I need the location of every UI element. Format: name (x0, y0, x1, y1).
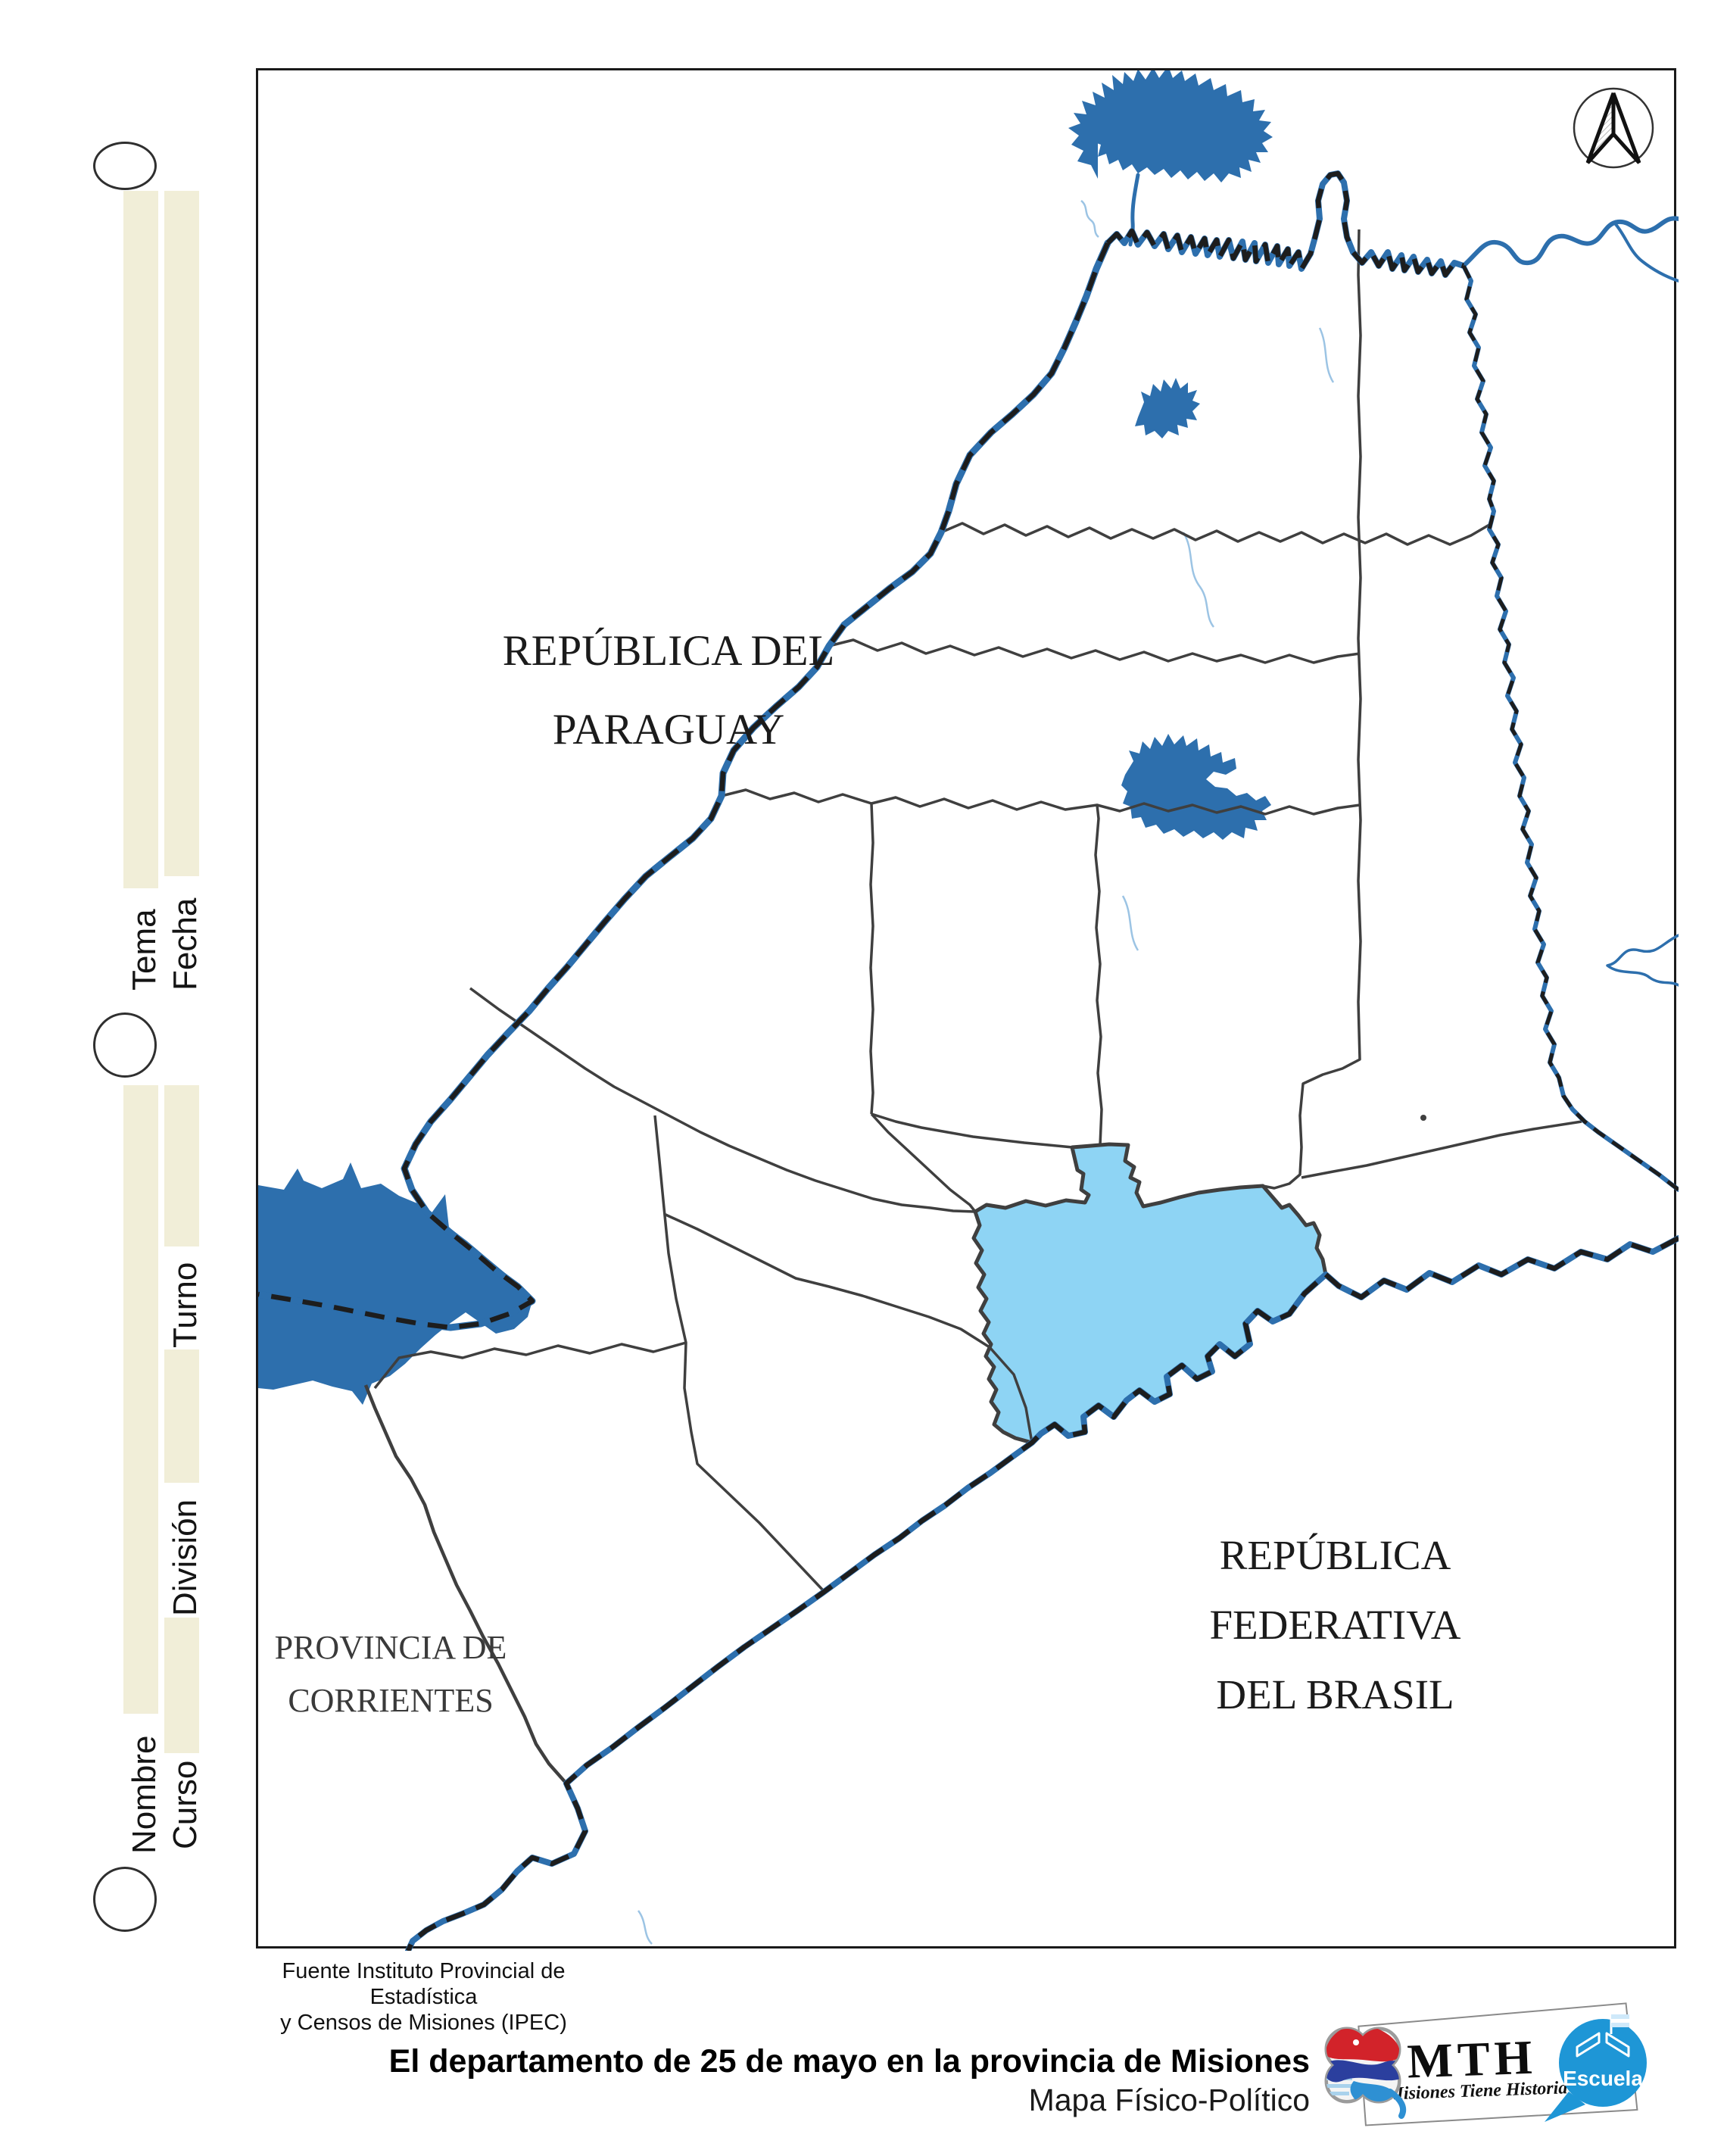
compass-north-icon (1573, 87, 1654, 169)
argentina-flag-icon (1611, 2014, 1629, 2027)
punch-hole-bottom (93, 1867, 157, 1932)
label-paraguay: REPÚBLICA DEL PARAGUAY (426, 612, 911, 769)
map-title: El departamento de 25 de mayo en la prov… (388, 2043, 1310, 2080)
label-brasil: REPÚBLICA FEDERATIVA DEL BRASIL (1129, 1521, 1542, 1730)
label-turno: Turno (167, 1262, 204, 1348)
source-note: Fuente Instituto Provincial de Estadísti… (255, 1958, 592, 2036)
department-boundaries (373, 229, 1582, 1593)
map-frame: REPÚBLICA DEL PARAGUAY REPÚBLICA FEDERAT… (256, 68, 1679, 1951)
write-line-nombre (123, 1085, 158, 1714)
source-note-line2: y Censos de Misiones (IPEC) (280, 2011, 567, 2035)
escuela-text: Escuela (1563, 2067, 1643, 2090)
punch-hole-middle (93, 1012, 157, 1078)
write-line-fecha (164, 191, 199, 876)
minor-streams (637, 200, 1335, 1945)
international-borders (258, 170, 1679, 1951)
pepiri-guazu-river (1461, 264, 1679, 1192)
argentina-brazil-north-border (1105, 170, 1465, 278)
label-curso: Curso (167, 1760, 204, 1849)
mth-logo-text: MTH (1406, 2030, 1537, 2089)
label-division: División (167, 1499, 204, 1616)
label-brasil-line3: DEL BRASIL (1216, 1671, 1454, 1718)
punch-hole-top (93, 142, 157, 190)
label-fecha: Fecha (167, 897, 204, 991)
iguazu-river (1105, 170, 1467, 278)
write-line-turno (164, 1085, 199, 1246)
map-subtitle: Mapa Físico-Político (1028, 2083, 1310, 2117)
logo-block: MTH Misiones Tiene Historia (1324, 2002, 1647, 2126)
write-line-division (164, 1349, 199, 1483)
small-reservoir (1135, 378, 1200, 438)
parana-river (258, 239, 1111, 1331)
misiones-map (258, 70, 1679, 1951)
north-reservoir (1068, 70, 1273, 183)
argentina-brazil-east-border (1461, 264, 1679, 1191)
label-nombre: Nombre (126, 1735, 163, 1855)
brazil-river-branch (1613, 222, 1679, 282)
uruguai-lake (1121, 734, 1271, 840)
label-brasil-line2: FEDERATIVA (1209, 1602, 1461, 1648)
label-paraguay-line1: REPÚBLICA DEL (502, 627, 835, 675)
write-line-curso (164, 1618, 199, 1753)
mth-emblem-icon (1324, 2027, 1407, 2119)
label-tema: Tema (126, 909, 163, 991)
source-note-line1: Fuente Instituto Provincial de Estadísti… (282, 1959, 566, 2009)
corrientes-border (363, 1384, 568, 1785)
reservoirs (258, 70, 1273, 1405)
escuela-bubble-tail (1545, 2092, 1585, 2122)
label-brasil-line1: REPÚBLICA (1219, 1532, 1451, 1578)
parana-reservoir (258, 1162, 532, 1405)
label-corrientes-line2: CORRIENTES (288, 1682, 494, 1719)
label-corrientes-line1: PROVINCIA DE (274, 1629, 507, 1666)
right-edge-meander (1606, 934, 1679, 987)
reservoir-tail-river (1128, 173, 1140, 247)
write-line-tema (123, 191, 158, 888)
label-corrientes: PROVINCIA DE CORRIENTES (251, 1621, 531, 1727)
brazil-iguazu-downstream (1461, 216, 1679, 268)
argentina-paraguay-border (258, 242, 1110, 1331)
label-paraguay-line2: PARAGUAY (552, 706, 785, 754)
escuela-bubble (1559, 2019, 1647, 2107)
argentina-brazil-uruguay-border (406, 1236, 1679, 1951)
escuela-badge: Escuela (1545, 2014, 1647, 2122)
